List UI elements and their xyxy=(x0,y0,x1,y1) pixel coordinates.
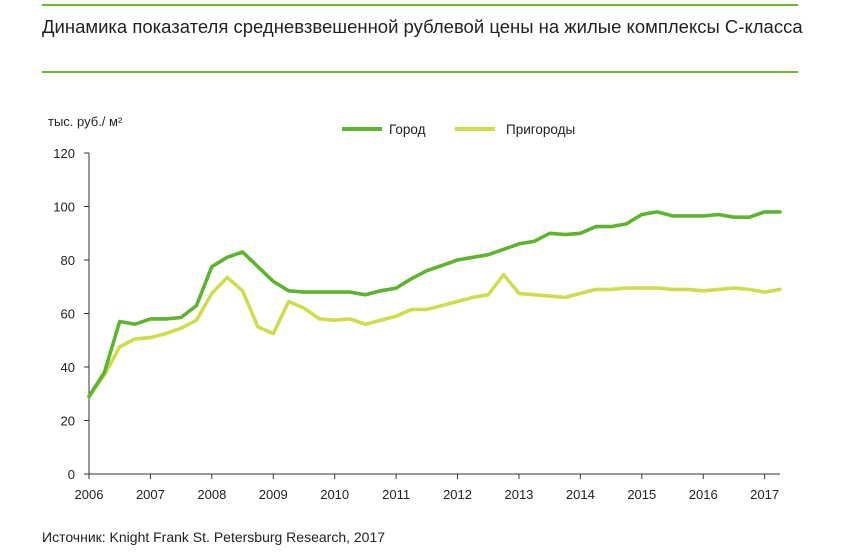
x-tick-label: 2014 xyxy=(566,487,595,502)
legend-label-suburbs: Пригороды xyxy=(506,122,575,137)
x-tick-label: 2010 xyxy=(320,487,349,502)
series-group xyxy=(87,210,782,399)
x-tick-label: 2015 xyxy=(627,487,656,502)
title-rule xyxy=(42,71,798,73)
y-axis-label: тыс. руб./ м² xyxy=(48,114,123,129)
x-tick-label: 2011 xyxy=(382,487,410,502)
y-tick-label: 0 xyxy=(68,467,75,482)
x-tick-label: 2006 xyxy=(75,487,104,502)
x-tick-label: 2012 xyxy=(443,487,472,502)
source-note: Источник: Knight Frank St. Petersburg Re… xyxy=(42,529,386,545)
chart-title: Динамика показателя средневзвешенной руб… xyxy=(42,16,803,37)
y-tick-label: 100 xyxy=(53,200,75,215)
x-tick-label: 2008 xyxy=(197,487,226,502)
y-axis: 0 20 40 60 80 100 120 xyxy=(53,146,90,482)
x-tick-label: 2017 xyxy=(750,487,779,502)
y-tick-label: 20 xyxy=(61,414,75,429)
y-tick-label: 80 xyxy=(61,253,75,268)
x-tick-label: 2016 xyxy=(689,487,718,502)
x-axis: 2006 2007 2008 2009 2010 2011 2012 2013 2014 2015… xyxy=(75,473,780,502)
x-tick-label: 2009 xyxy=(259,487,288,502)
top-rule xyxy=(42,4,798,6)
legend: Город Пригороды xyxy=(342,122,575,137)
y-tick-label: 60 xyxy=(61,307,75,322)
legend-label-city: Город xyxy=(389,122,426,137)
series-line-suburbs xyxy=(87,272,782,399)
y-tick-label: 120 xyxy=(53,146,75,161)
x-tick-label: 2007 xyxy=(136,487,165,502)
x-tick-label: 2013 xyxy=(504,487,533,502)
series-line-city xyxy=(87,210,782,399)
y-tick-label: 40 xyxy=(61,360,75,375)
line-chart: тыс. руб./ м² Город Пригороды 0 20 40 60 80 10… xyxy=(48,114,782,502)
